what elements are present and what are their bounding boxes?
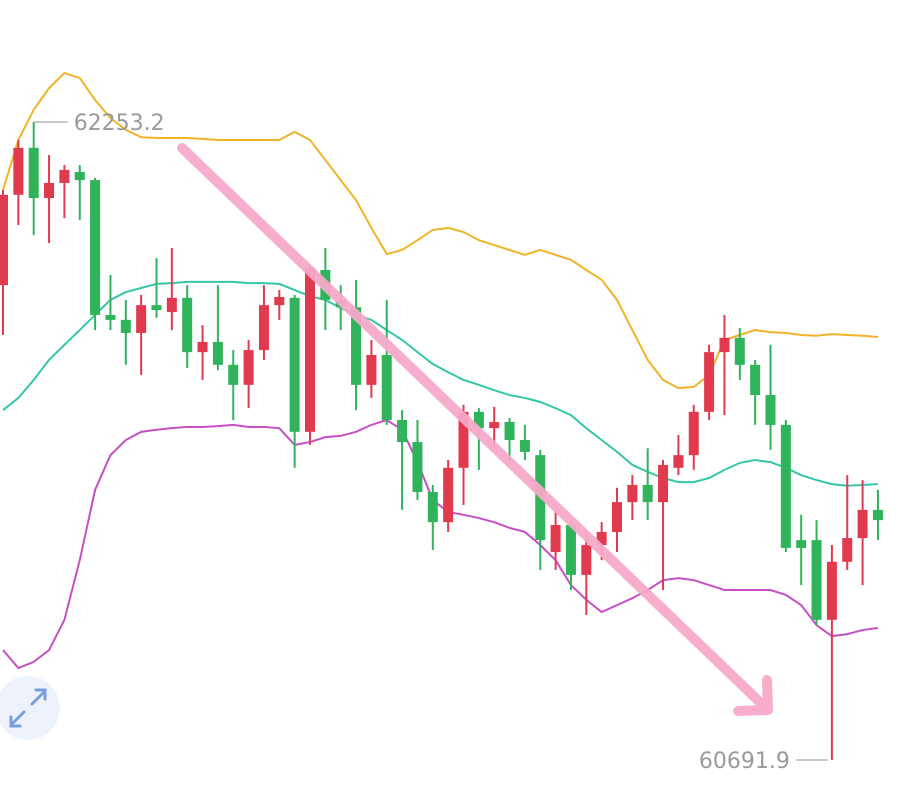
- candle-body: [627, 484, 638, 503]
- candle-body: [44, 182, 55, 199]
- candle-body: [381, 355, 392, 420]
- candle-body: [581, 545, 592, 575]
- candle-body: [13, 147, 24, 195]
- candle-body: [750, 364, 761, 396]
- trend-arrow: [177, 143, 773, 716]
- annotations: 62253.2 60691.9: [33, 111, 828, 774]
- candle-body: [228, 364, 239, 385]
- candles: [0, 121, 883, 761]
- candle-body: [473, 411, 484, 429]
- candle-body: [28, 147, 39, 199]
- bands: [2, 71, 879, 670]
- candle-body: [796, 540, 807, 548]
- candle-body: [811, 540, 822, 620]
- candle-body: [105, 314, 116, 320]
- candle-body: [166, 297, 177, 313]
- candle-body: [305, 267, 315, 432]
- candle-body: [780, 424, 791, 548]
- candle-body: [197, 341, 208, 353]
- candle-body: [443, 467, 454, 523]
- arrow-shaft: [177, 143, 771, 713]
- candle-body: [872, 509, 883, 521]
- candle-body: [243, 350, 254, 385]
- candle-body: [366, 355, 377, 385]
- candle-body: [519, 440, 530, 452]
- expand-icon[interactable]: [9, 688, 47, 728]
- candle-body: [658, 464, 669, 503]
- candle-body: [74, 171, 85, 181]
- expand-bg[interactable]: [0, 676, 60, 740]
- band-line: [2, 418, 879, 670]
- candle-body: [182, 297, 193, 353]
- band-line: [2, 71, 879, 390]
- arrow-head: [733, 675, 773, 716]
- candle-body: [719, 337, 730, 353]
- candle-body: [151, 305, 162, 311]
- candle-body: [120, 319, 131, 333]
- candle-body: [704, 352, 715, 412]
- candle-body: [90, 180, 101, 315]
- expand-button[interactable]: [0, 676, 60, 740]
- candle-body: [489, 422, 500, 429]
- candle-body: [734, 337, 745, 365]
- candle-body: [0, 194, 8, 286]
- candle-body: [565, 525, 576, 575]
- candle-body: [351, 307, 362, 385]
- band-line: [2, 280, 879, 487]
- candle-body: [258, 305, 269, 351]
- candle-body: [673, 455, 684, 468]
- candle-body: [412, 442, 423, 492]
- candle-body: [59, 169, 70, 183]
- candle-body: [504, 422, 515, 441]
- candle-body: [612, 502, 622, 532]
- candle-body: [842, 538, 853, 562]
- candle-body: [826, 561, 837, 620]
- candle-body: [274, 296, 285, 306]
- candle-body: [427, 491, 438, 523]
- candle-body: [458, 411, 469, 468]
- candle-body: [397, 419, 408, 443]
- candle-body: [212, 341, 223, 365]
- candle-body: [642, 484, 653, 503]
- candle-body: [857, 509, 868, 539]
- candle-body: [550, 525, 561, 552]
- min-label: 60691.9: [699, 749, 790, 774]
- candle-body: [688, 411, 699, 456]
- max-label: 62253.2: [74, 111, 165, 136]
- candle-body: [765, 395, 776, 425]
- candle-body: [289, 297, 300, 432]
- candle-body: [596, 531, 607, 546]
- candle-body: [136, 305, 147, 333]
